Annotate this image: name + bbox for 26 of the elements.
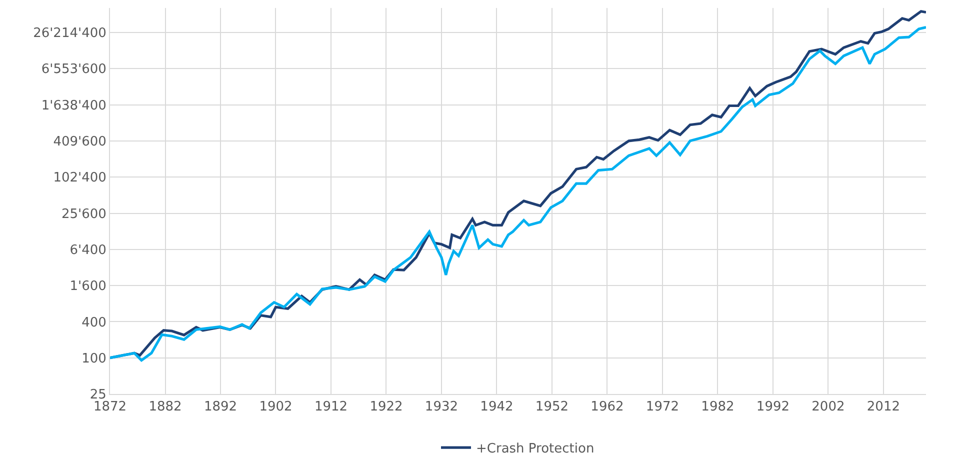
x-tick-label: 1912	[314, 400, 348, 415]
y-tick-label: 1'600	[70, 279, 106, 294]
y-tick-label: 400	[82, 315, 106, 330]
y-tick-label: 102'400	[53, 170, 106, 186]
x-tick-label: 1872	[93, 400, 127, 415]
legend-label: +Crash Protection	[476, 442, 594, 457]
x-tick-label: 1962	[590, 400, 624, 415]
x-tick-label: 1892	[204, 400, 238, 415]
y-tick-label: 100	[82, 351, 106, 366]
x-tick-label: 2012	[866, 400, 900, 415]
x-tick-label: 1922	[370, 400, 403, 415]
x-tick-label: 1982	[701, 400, 734, 415]
x-tick-label: 1992	[756, 400, 790, 415]
x-tick-label: 2002	[812, 400, 845, 415]
x-tick-label: 1952	[535, 400, 569, 415]
x-tick-label: 1942	[480, 400, 514, 415]
x-tick-label: 1882	[148, 400, 182, 415]
y-tick-label: 6'553'600	[41, 62, 106, 78]
x-tick-label: 1972	[646, 400, 680, 415]
y-tick-label: 6'400	[70, 242, 106, 258]
x-tick-label: 1932	[424, 400, 458, 415]
y-tick-label: 25'600	[61, 206, 106, 222]
y-tick-label: 1'638'400	[41, 98, 106, 114]
y-tick-label: 26'214'400	[33, 26, 106, 42]
x-tick-label: 1902	[259, 400, 292, 415]
y-tick-label: 409'600	[53, 134, 106, 150]
